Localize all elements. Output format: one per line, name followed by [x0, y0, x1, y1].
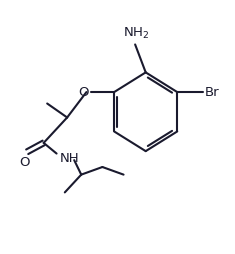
Text: O: O: [20, 155, 30, 169]
Text: O: O: [78, 86, 89, 99]
Text: NH$_2$: NH$_2$: [123, 26, 149, 41]
Text: Br: Br: [204, 86, 219, 99]
Text: NH: NH: [60, 152, 80, 165]
